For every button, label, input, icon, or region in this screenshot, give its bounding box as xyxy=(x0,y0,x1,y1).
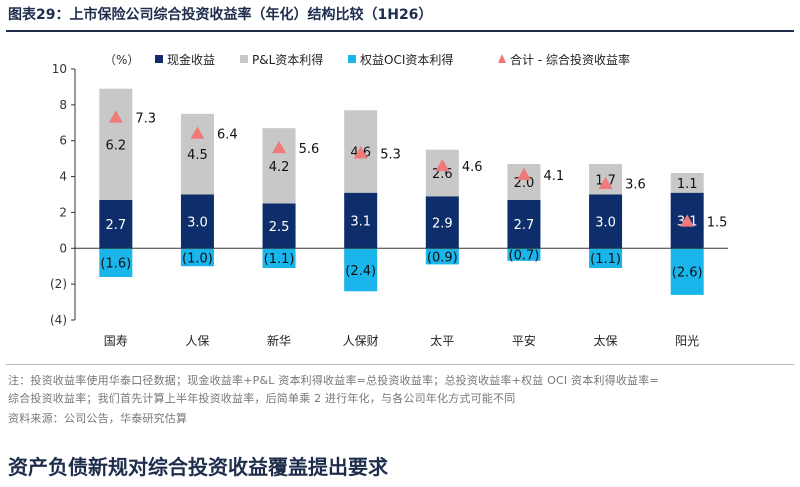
y-tick-label: 2 xyxy=(59,205,67,219)
label-cash-2: 2.5 xyxy=(269,220,290,235)
legend-swatch-oci xyxy=(348,55,356,63)
title-divider xyxy=(6,30,794,32)
label-oci-4: (0.9) xyxy=(427,250,458,265)
label-pl-2: 4.2 xyxy=(269,160,290,175)
legend-swatch-cash xyxy=(155,55,163,63)
legend-label-oci: 权益OCI资本利得 xyxy=(360,52,453,67)
bar-oci-7 xyxy=(670,248,704,295)
bar-oci-3 xyxy=(344,248,378,292)
y-tick-label: 10 xyxy=(52,62,67,76)
label-oci-0: (1.6) xyxy=(100,257,131,272)
label-cash-0: 2.7 xyxy=(105,218,126,233)
marker-total-4 xyxy=(435,158,450,172)
note-line-1: 注：投资收益率使用华泰口径数据；现金收益率+P&L 资本利得收益率=总投资收益率… xyxy=(8,374,659,387)
legend-label-total: 合计 - 综合投资收益率 xyxy=(510,52,630,67)
label-pl-7: 1.1 xyxy=(677,177,698,192)
x-tick-label-5: 平安 xyxy=(512,333,536,348)
source-note: 资料来源：公司公告，华泰研究估算 xyxy=(8,412,188,425)
x-tick-label-4: 太平 xyxy=(430,333,454,348)
label-cash-3: 3.1 xyxy=(350,214,371,229)
note-line-2: 综合投资收益率；我们首先计算上半年投资收益率，后简单乘 2 进行年化，与各公司年… xyxy=(8,392,516,405)
x-tick-label-2: 新华 xyxy=(267,333,291,348)
label-oci-3: (2.4) xyxy=(345,264,376,279)
y-tick-label: (4) xyxy=(50,313,67,327)
y-tick-label: 6 xyxy=(59,134,67,148)
marker-total-3 xyxy=(353,146,368,159)
label-pl-1: 4.5 xyxy=(187,148,208,163)
legend-label-pl: P&L资本利得 xyxy=(252,52,323,67)
bar-pl-7 xyxy=(670,172,704,193)
label-total-2: 5.6 xyxy=(299,142,320,157)
x-tick-label-0: 国寿 xyxy=(104,334,128,348)
label-oci-1: (1.0) xyxy=(182,251,213,266)
figure-title-text: 上市保险公司综合投资收益率（年化）结构比较（1H26） xyxy=(69,7,433,23)
label-pl-0: 6.2 xyxy=(105,138,126,153)
bar-oci-0 xyxy=(99,248,133,277)
label-cash-4: 2.9 xyxy=(432,216,453,231)
bar-oci-2 xyxy=(262,248,296,269)
bar-cash-0 xyxy=(99,199,133,249)
bar-cash-3 xyxy=(344,192,378,249)
bar-cash-6 xyxy=(589,194,623,249)
bar-oci-4 xyxy=(425,248,459,265)
label-cash-6: 3.0 xyxy=(595,215,616,230)
x-tick-label-6: 太保 xyxy=(594,333,618,348)
label-total-7: 1.5 xyxy=(707,215,728,230)
marker-total-7 xyxy=(680,214,695,227)
x-tick-label-1: 人保 xyxy=(185,334,209,348)
label-total-4: 4.6 xyxy=(462,160,483,175)
stacked-bar-chart: （%） 10 8 6 4 2 0 (2) (4) 2.7 6.2 (1.6) 国寿 3.0 4.5 (1.0)… xyxy=(50,52,728,348)
label-oci-2: (1.1) xyxy=(264,252,295,267)
y-axis-unit-label: （%） xyxy=(104,53,139,67)
marker-total-2 xyxy=(272,140,287,154)
figure-title: 图表29：上市保险公司综合投资收益率（年化）结构比较（1H26） xyxy=(8,4,432,24)
bar-oci-1 xyxy=(180,248,214,267)
bar-cash-4 xyxy=(425,196,459,249)
bar-pl-2 xyxy=(262,128,296,204)
label-total-0: 7.3 xyxy=(135,111,156,126)
legend-swatch-total xyxy=(498,54,506,63)
label-oci-7: (2.6) xyxy=(672,266,703,281)
x-tick-label-7: 阳光 xyxy=(675,334,699,348)
label-total-6: 3.6 xyxy=(625,178,646,193)
bar-oci-6 xyxy=(589,248,623,269)
marker-total-6 xyxy=(598,176,613,189)
x-tick-label-3: 人保财 xyxy=(343,334,379,348)
legend-label-cash: 现金收益 xyxy=(167,52,215,67)
bar-pl-0 xyxy=(99,88,133,200)
section-headline: 资产负债新规对综合投资收益覆盖提出要求 xyxy=(8,455,388,479)
label-cash-5: 2.7 xyxy=(514,218,535,233)
notes-divider xyxy=(6,364,794,365)
bar-cash-1 xyxy=(180,194,214,249)
y-tick-label: (2) xyxy=(50,277,67,291)
marker-total-0 xyxy=(108,110,123,123)
y-tick-label: 0 xyxy=(59,241,67,255)
label-total-1: 6.4 xyxy=(217,128,238,143)
y-tick-label: 4 xyxy=(59,170,67,184)
marker-total-5 xyxy=(516,167,531,181)
label-cash-1: 3.0 xyxy=(187,215,208,230)
legend-swatch-pl xyxy=(240,55,248,63)
label-oci-5: (0.7) xyxy=(509,249,540,264)
bar-cash-5 xyxy=(507,199,541,249)
bar-cash-2 xyxy=(262,203,296,249)
label-total-5: 4.1 xyxy=(543,169,564,184)
bar-pl-4 xyxy=(425,149,459,197)
bar-oci-5 xyxy=(507,248,541,261)
label-total-3: 5.3 xyxy=(380,147,401,162)
marker-total-1 xyxy=(190,126,205,139)
figure-label: 图表29： xyxy=(8,7,70,23)
label-oci-6: (1.1) xyxy=(590,252,621,267)
y-tick-label: 8 xyxy=(59,98,67,112)
